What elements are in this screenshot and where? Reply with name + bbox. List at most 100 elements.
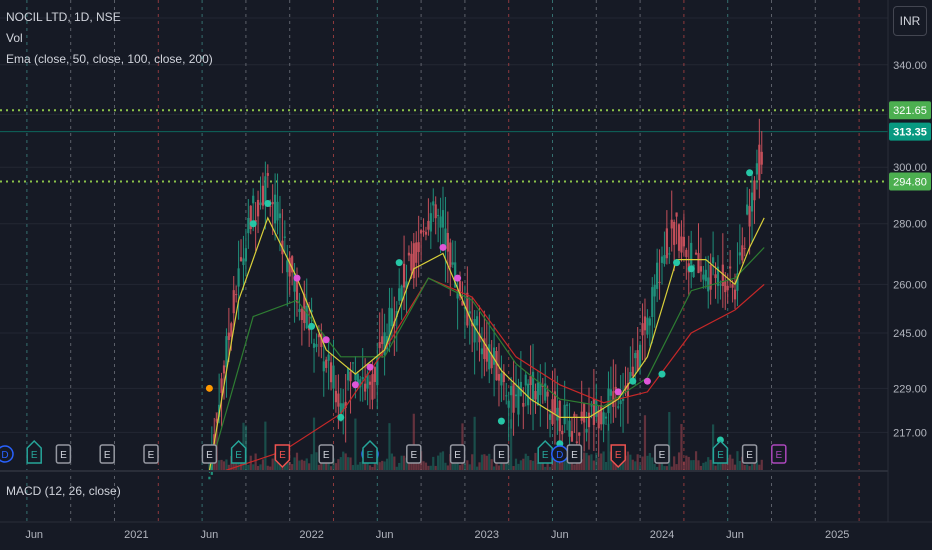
ema-indicator-label[interactable]: Ema (close, 50, close, 100, close, 200) — [6, 52, 213, 66]
volume-indicator-label[interactable]: Vol — [6, 31, 23, 45]
candle-body — [629, 372, 632, 381]
currency-button[interactable]: INR — [893, 6, 927, 36]
candle-body — [682, 236, 685, 247]
candle-body — [724, 281, 727, 293]
earnings-marker[interactable]: E — [26, 439, 42, 464]
earnings-marker[interactable]: E — [741, 444, 758, 464]
candle-body — [668, 253, 671, 255]
event-markers[interactable]: DEEEEEEEEDEEEEEDEEEEEE — [0, 439, 787, 469]
y-tick-label[interactable]: 280.00 — [893, 219, 927, 231]
x-tick-label[interactable]: Jun — [201, 529, 219, 541]
volume-bar — [660, 457, 664, 471]
time-axis[interactable]: Jun 2021 Jun 2022 Jun 2023 Jun 2024 Jun 2025 — [25, 529, 849, 541]
x-tick-label[interactable]: Jun — [726, 529, 744, 541]
y-tick-label[interactable]: 229.00 — [893, 383, 927, 395]
x-tick-label[interactable]: Jun — [25, 529, 43, 541]
volume-bar — [437, 455, 440, 471]
dividend-marker-shape — [0, 445, 14, 463]
candle-body — [359, 379, 362, 388]
earnings-marker[interactable]: E — [406, 444, 422, 464]
candle-body — [570, 431, 574, 442]
last-price-label: 313.35 — [893, 127, 927, 139]
volume-bar — [570, 457, 574, 471]
volume-bar — [590, 454, 593, 471]
volume-bar — [269, 466, 272, 471]
earnings-marker[interactable]: E — [610, 444, 626, 469]
candle-body — [227, 332, 230, 341]
volume-bar — [514, 458, 518, 471]
x-tick-label[interactable]: 2021 — [124, 529, 148, 541]
volume-bar — [755, 460, 758, 471]
candle-body — [573, 413, 576, 418]
macd-indicator-label[interactable]: MACD (12, 26, close) — [6, 484, 121, 498]
candle-body — [439, 216, 442, 228]
symbol-title[interactable]: NOCIL LTD, 1D, NSE — [6, 10, 121, 24]
earnings-marker-shape — [771, 444, 787, 464]
event-marker-letter: E — [323, 450, 330, 461]
x-tick-label[interactable]: Jun — [551, 529, 569, 541]
x-tick-label[interactable]: 2025 — [825, 529, 849, 541]
earnings-marker[interactable]: E — [654, 444, 670, 464]
volume-bar — [716, 458, 720, 471]
volume-bar — [298, 460, 301, 471]
signal-dot-pink — [454, 274, 462, 282]
candle-body — [619, 400, 622, 405]
candle-body — [434, 204, 437, 219]
volume-bar — [291, 464, 294, 471]
y-tick-label[interactable]: 300.00 — [893, 162, 927, 174]
candle-body — [631, 366, 634, 376]
x-tick-label[interactable]: 2023 — [475, 529, 499, 541]
earnings-marker[interactable]: E — [493, 444, 510, 464]
candle-body — [485, 347, 488, 362]
dividend-marker[interactable]: D — [0, 445, 14, 463]
volume-bar — [548, 466, 552, 471]
y-tick-label[interactable]: 340.00 — [893, 60, 927, 72]
y-tick-label[interactable]: 245.00 — [893, 328, 927, 340]
earnings-marker[interactable]: E — [230, 439, 247, 464]
candle-body — [402, 263, 406, 288]
earnings-marker[interactable]: E — [55, 444, 72, 464]
candle-body — [578, 432, 581, 436]
earnings-marker[interactable]: E — [771, 444, 787, 464]
earnings-marker[interactable]: E — [449, 444, 466, 464]
volume-bar — [634, 461, 637, 471]
volume-bar — [354, 418, 357, 471]
earnings-marker[interactable]: E — [201, 444, 218, 464]
dividend-marker[interactable]: D — [551, 445, 569, 463]
earnings-marker[interactable]: E — [274, 444, 291, 469]
x-tick-label[interactable]: Jun — [376, 529, 394, 541]
volume-bar — [332, 458, 335, 471]
volume-bar — [303, 460, 306, 471]
earnings-marker[interactable]: E — [712, 439, 729, 464]
candle-body — [495, 351, 498, 381]
candle-body — [548, 414, 552, 420]
candle-body — [354, 372, 357, 381]
candle-body — [673, 221, 676, 245]
candle-body — [583, 403, 586, 423]
candle-body — [527, 383, 530, 406]
candle-body — [563, 404, 566, 425]
y-tick-label[interactable]: 260.00 — [893, 279, 927, 291]
signal-dot-teal — [395, 259, 403, 267]
x-tick-label[interactable]: 2024 — [650, 529, 674, 541]
earnings-marker[interactable]: E — [143, 444, 159, 464]
volume-bar — [524, 453, 527, 471]
candle-body — [670, 219, 673, 229]
volume-bar — [227, 464, 230, 471]
candle-body — [317, 334, 320, 338]
volume-bar — [658, 461, 661, 471]
volume-bar — [373, 459, 376, 471]
volume-bar — [631, 459, 634, 471]
earnings-marker[interactable]: E — [362, 439, 378, 464]
volume-bar — [239, 461, 243, 471]
volume-bar — [454, 463, 457, 471]
candle-body — [558, 400, 561, 432]
candle-body — [699, 266, 703, 272]
x-tick-label[interactable]: 2022 — [299, 529, 323, 541]
earnings-marker[interactable]: E — [99, 444, 115, 464]
y-tick-label[interactable]: 217.00 — [893, 427, 927, 439]
volume-bar — [738, 460, 741, 471]
earnings-marker[interactable]: E — [566, 444, 583, 464]
earnings-marker[interactable]: E — [318, 444, 334, 464]
